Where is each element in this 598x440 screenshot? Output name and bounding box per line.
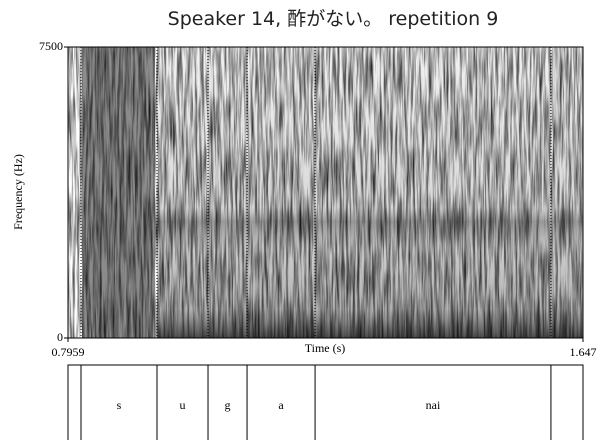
interval-label: nai xyxy=(426,398,441,412)
tier-box xyxy=(67,364,584,440)
spectrogram-image xyxy=(67,46,584,339)
interval-label: g xyxy=(225,398,231,412)
x-axis-label: Time (s) xyxy=(305,341,346,355)
chart-title: Speaker 14, 酢がない。 repetition 9 xyxy=(168,8,499,30)
interval-label: s xyxy=(117,398,122,412)
interval-label: u xyxy=(180,398,186,412)
y-tick-label: 0 xyxy=(57,330,63,344)
interval-label: a xyxy=(278,398,284,412)
x-tick-label: 0.7959 xyxy=(52,345,85,359)
x-tick-label: 1.647 xyxy=(570,345,597,359)
y-axis-label: Frequency (Hz) xyxy=(11,154,25,230)
y-tick-label: 7500 xyxy=(39,39,63,53)
